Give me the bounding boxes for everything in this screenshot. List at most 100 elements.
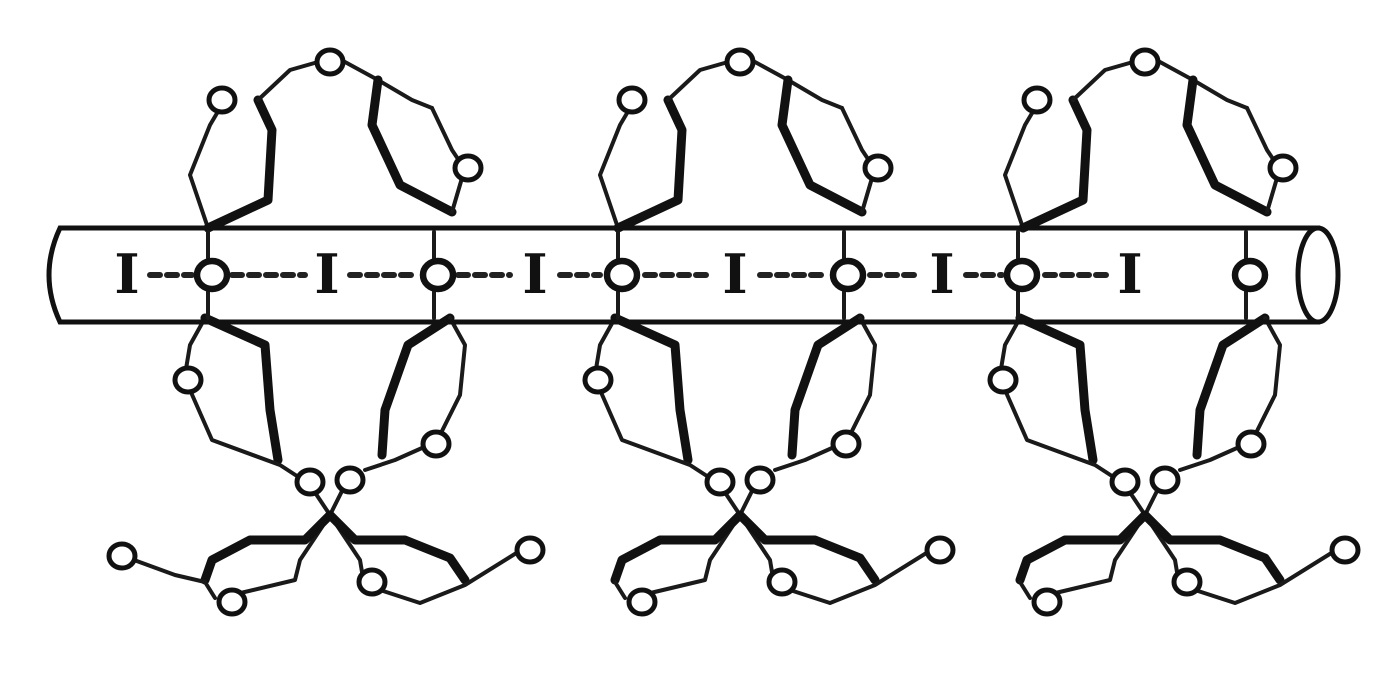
oxygen-atom (704, 467, 736, 497)
oxygen-atom (1109, 467, 1141, 497)
ring-bond (1071, 60, 1135, 102)
oxygen-atom (987, 365, 1019, 395)
ring-bond (840, 106, 874, 167)
ring-bond-front (200, 510, 335, 585)
oxygen-atom (724, 47, 756, 77)
oxygen-atom (514, 535, 546, 565)
ring-bond (1003, 101, 1040, 230)
oxygen-atom (582, 365, 614, 395)
glucose-ring-unit (582, 47, 956, 617)
ring-bond (848, 316, 877, 437)
iodine-atom-label: I (522, 242, 547, 306)
oxygen-atom (616, 85, 648, 115)
ring-bond (1193, 550, 1335, 605)
oxygen-atom (419, 257, 457, 293)
oxygen-atom (1235, 429, 1267, 459)
ring-bond-front (1140, 510, 1285, 585)
ring-bond-front (1015, 510, 1150, 585)
oxygen-atom (830, 429, 862, 459)
ring-bond (203, 580, 217, 600)
iodine-atom-label: I (114, 242, 139, 306)
ring-bond (1018, 580, 1032, 600)
ring-bond-front (1192, 313, 1270, 460)
iodine-atom-label: I (929, 242, 954, 306)
oxygen-atom (829, 257, 867, 293)
ring-bond-front (203, 95, 277, 233)
ring-bond (998, 316, 1022, 377)
ring-bond (230, 513, 332, 597)
ring-bond (613, 580, 627, 600)
ring-bond-front (1015, 313, 1098, 465)
ring-bond (183, 316, 207, 377)
oxygen-atom (314, 47, 346, 77)
ring-bond (430, 106, 464, 167)
ring-bond (1045, 513, 1147, 597)
oxygen-atom (334, 465, 366, 495)
ring-bond (256, 60, 320, 102)
oxygen-atom (1149, 465, 1181, 495)
ring-bond (788, 550, 930, 605)
ring-bond (1003, 388, 1117, 480)
ring-bond (640, 513, 742, 597)
ring-bond-front (613, 95, 687, 233)
ring-bond-front (200, 313, 283, 465)
oxygen-atom (1003, 257, 1041, 293)
ring-bond (363, 446, 424, 472)
ring-bond (1245, 106, 1279, 167)
oxygen-atom (924, 535, 956, 565)
ring-bond (450, 176, 464, 214)
ring-bond (132, 558, 207, 584)
oxygen-atom (172, 365, 204, 395)
ring-bond (1158, 60, 1249, 110)
oxygen-atom (603, 257, 641, 293)
ring-bond (1265, 176, 1279, 214)
ring-bond-front (325, 510, 470, 585)
oxygen-atom (216, 587, 248, 617)
oxygen-atom (420, 429, 452, 459)
oxygen-atom (294, 467, 326, 497)
ring-bond-front (610, 510, 745, 585)
oxygen-atom (1231, 257, 1269, 293)
oxygen-atom (1329, 535, 1361, 565)
oxygen-atom (1031, 587, 1063, 617)
ring-bond-front (1018, 95, 1092, 233)
ring-bond-front (735, 510, 880, 585)
glucose-ring-unit (106, 47, 546, 617)
ring-bond (188, 388, 302, 480)
oxygen-atom (744, 465, 776, 495)
helix-channel-end-cap (1295, 225, 1341, 325)
iodine-atom-label: I (314, 242, 339, 306)
ring-bond (343, 60, 434, 110)
ring-bond-front (1182, 75, 1272, 217)
ring-bond (753, 60, 844, 110)
ring-bond (378, 550, 520, 605)
iodine-atom-label: I (1117, 242, 1142, 306)
oxygen-atom (193, 257, 231, 293)
ring-bond (438, 316, 467, 437)
ring-bond-front (377, 313, 455, 460)
ring-bond (598, 388, 712, 480)
ring-bond (188, 101, 225, 230)
ring-bond (1253, 316, 1282, 437)
ring-bond (773, 446, 834, 472)
oxygen-atom (626, 587, 658, 617)
oxygen-atom (106, 541, 138, 571)
oxygen-atom (356, 567, 388, 597)
ring-bond (1178, 446, 1239, 472)
oxygen-atom (766, 567, 798, 597)
oxygen-atom (862, 153, 894, 183)
ring-bond (593, 316, 617, 377)
helix-channel-tube (46, 225, 1320, 325)
glucose-ring-unit (987, 47, 1361, 617)
ring-bond-front (367, 75, 457, 217)
ring-bond (598, 101, 635, 230)
oxygen-atom (1171, 567, 1203, 597)
iodine-atom-label: I (722, 242, 747, 306)
oxygen-atom (1267, 153, 1299, 183)
oxygen-atom (1129, 47, 1161, 77)
ring-bond-front (777, 75, 867, 217)
ring-bond-front (787, 313, 865, 460)
oxygen-atom (206, 85, 238, 115)
